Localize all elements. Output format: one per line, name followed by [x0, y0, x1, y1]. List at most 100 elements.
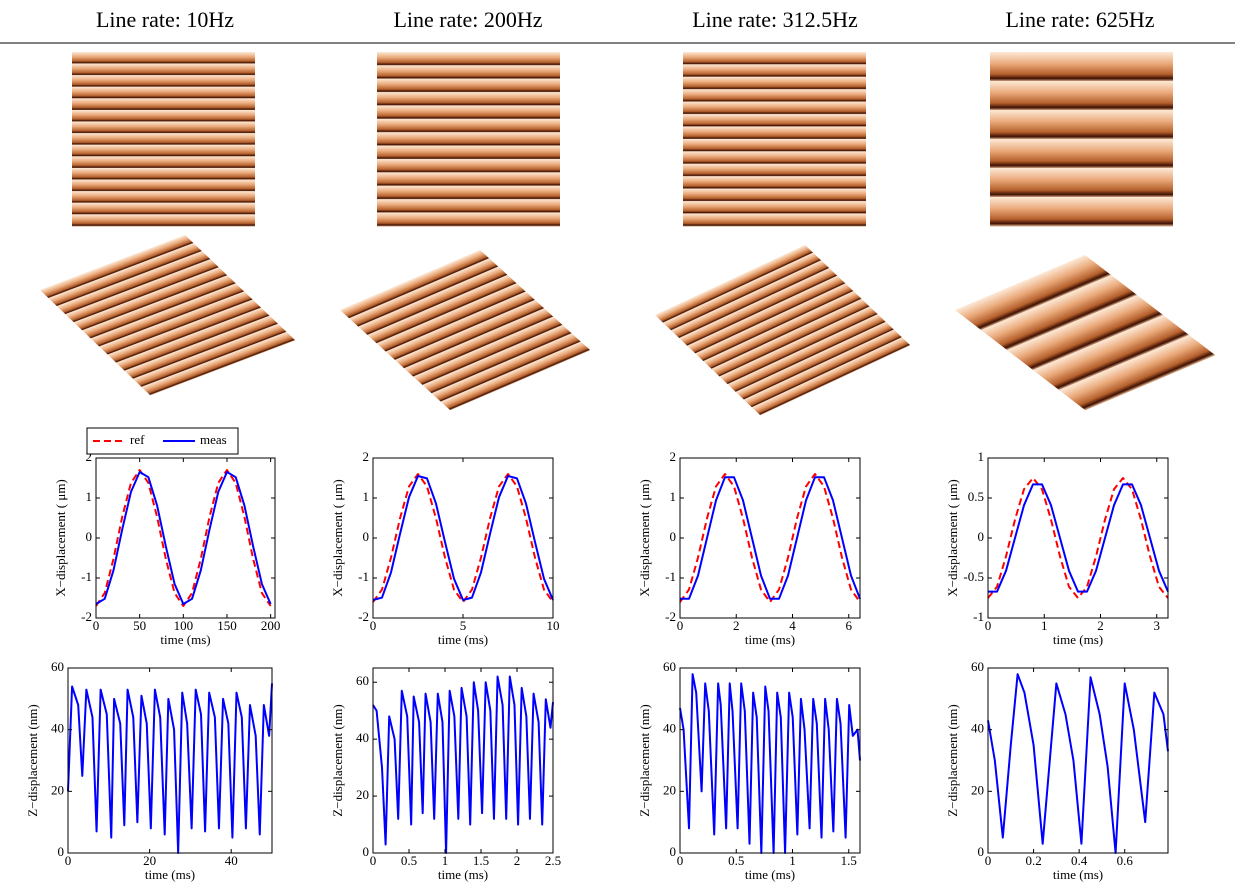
y-tick-label: -2 — [665, 609, 676, 624]
data-line — [680, 674, 860, 853]
x-tick-label: 0 — [93, 618, 100, 633]
ridge — [377, 146, 560, 160]
ridge — [990, 52, 1173, 82]
ridge — [683, 176, 866, 189]
y-axis-label: Z−displacement (nm) — [25, 704, 40, 816]
y-tick-label: 1 — [363, 489, 370, 504]
ridge — [683, 139, 866, 152]
afm-image — [990, 52, 1173, 227]
afm-3d-render — [955, 255, 1215, 410]
x-tick-label: 2 — [514, 853, 521, 868]
afm-3d-render — [40, 235, 295, 395]
y-tick-label: 0 — [978, 529, 985, 544]
ridge — [72, 87, 255, 99]
ridge — [377, 159, 560, 173]
legend-label: ref — [130, 432, 145, 447]
y-tick-label: -1 — [665, 569, 676, 584]
y-tick-label: 0 — [670, 844, 677, 859]
ridge — [377, 172, 560, 186]
x-tick-label: 0.6 — [1117, 853, 1134, 868]
afm-image — [683, 52, 866, 227]
ridge — [683, 151, 866, 164]
x-axis-label: time (ms) — [438, 867, 488, 882]
column-title: Line rate: 312.5Hz — [692, 7, 858, 32]
y-tick-label: 60 — [971, 659, 984, 674]
ridge — [377, 79, 560, 93]
y-tick-label: 60 — [51, 659, 64, 674]
y-tick-label: -0.5 — [963, 569, 984, 584]
x-tick-label: 150 — [217, 618, 237, 633]
ridge — [377, 106, 560, 120]
y-axis-label: X−displacement ( μm) — [945, 479, 960, 597]
column-title: Line rate: 10Hz — [96, 7, 234, 32]
x-tick-label: 2 — [733, 618, 740, 633]
ridge — [72, 64, 255, 76]
ridge — [683, 64, 866, 77]
x-tick-label: 200 — [261, 618, 281, 633]
data-line — [988, 484, 1168, 591]
ridge — [72, 110, 255, 122]
ridge — [683, 102, 866, 115]
x-tick-label: 50 — [133, 618, 146, 633]
y-tick-label: 1 — [670, 489, 677, 504]
data-line — [373, 476, 553, 600]
figure: Line rate: 10Hz Line rate: 200Hz Line ra… — [0, 0, 1235, 884]
ridge — [72, 191, 255, 203]
afm-3d-render — [340, 250, 590, 410]
y-tick-label: 40 — [971, 721, 984, 736]
x-tick-label: 0.2 — [1025, 853, 1041, 868]
ridge — [683, 201, 866, 214]
y-tick-label: 0 — [670, 529, 677, 544]
data-line — [988, 674, 1168, 853]
ridge — [683, 77, 866, 90]
ridge — [683, 164, 866, 177]
ridge — [990, 110, 1173, 140]
x-tick-label: 0 — [370, 853, 377, 868]
y-tick-label: 20 — [663, 782, 676, 797]
ridge — [990, 168, 1173, 198]
y-tick-label: 0 — [86, 529, 93, 544]
ridge — [72, 214, 255, 226]
x-tick-label: 6 — [846, 618, 853, 633]
y-axis-label: X−displacement ( μm) — [637, 479, 652, 597]
x-tick-label: 1 — [442, 853, 449, 868]
x-tick-label: 2.5 — [545, 853, 561, 868]
ridge — [72, 98, 255, 110]
ridge — [683, 114, 866, 127]
y-tick-label: -2 — [81, 609, 92, 624]
ridge — [72, 133, 255, 145]
ridge — [72, 168, 255, 180]
x-tick-label: 4 — [789, 618, 796, 633]
y-axis-label: Z−displacement (nm) — [637, 704, 652, 816]
ridge — [990, 139, 1173, 169]
y-axis-label: Z−displacement (nm) — [330, 704, 345, 816]
x-axis-label: time (ms) — [745, 632, 795, 647]
y-tick-label: -1 — [358, 569, 369, 584]
x-axis-label: time (ms) — [145, 867, 195, 882]
ridge — [683, 127, 866, 140]
x-tick-label: 1 — [789, 853, 796, 868]
x-tick-label: 10 — [547, 618, 560, 633]
y-tick-label: -1 — [81, 569, 92, 584]
data-line — [373, 677, 553, 853]
x-axis-label: time (ms) — [1053, 867, 1103, 882]
data-line — [96, 472, 271, 604]
x-tick-label: 0.4 — [1071, 853, 1088, 868]
ridge — [377, 186, 560, 200]
x-tick-label: 0 — [985, 853, 992, 868]
y-axis-label: X−displacement ( μm) — [330, 479, 345, 597]
y-tick-label: 20 — [51, 782, 64, 797]
ridge — [683, 189, 866, 202]
x-tick-label: 0 — [370, 618, 377, 633]
ridge — [72, 52, 255, 64]
legend-label: meas — [200, 432, 227, 447]
ridge — [990, 81, 1173, 111]
ridge — [72, 180, 255, 192]
ridge — [72, 203, 255, 215]
column-title: Line rate: 200Hz — [393, 7, 542, 32]
ridge — [377, 52, 560, 66]
column-title: Line rate: 625Hz — [1005, 7, 1154, 32]
x-tick-label: 1.5 — [473, 853, 489, 868]
x-tick-label: 0 — [677, 853, 684, 868]
y-tick-label: 60 — [663, 659, 676, 674]
